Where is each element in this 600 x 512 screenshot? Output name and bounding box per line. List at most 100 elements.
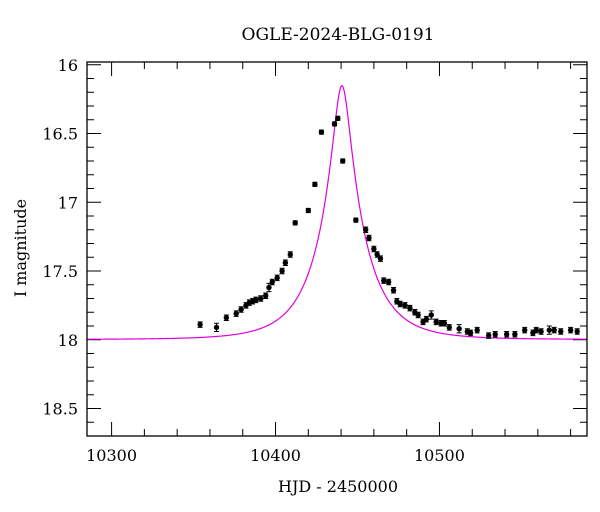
point-marker bbox=[371, 246, 377, 252]
point-marker bbox=[441, 320, 448, 326]
data-point bbox=[371, 245, 377, 253]
y-tick-label: 16 bbox=[58, 56, 78, 75]
point-marker bbox=[522, 327, 528, 333]
data-point bbox=[385, 278, 392, 286]
point-marker bbox=[269, 279, 275, 285]
plot-frame bbox=[86, 61, 588, 437]
data-point bbox=[223, 314, 230, 321]
point-marker bbox=[274, 275, 280, 281]
point-marker bbox=[467, 330, 474, 336]
point-marker bbox=[428, 312, 434, 318]
point-marker bbox=[253, 297, 259, 303]
data-point bbox=[522, 326, 528, 334]
point-marker bbox=[567, 327, 574, 333]
data-point bbox=[558, 328, 564, 335]
data-point bbox=[433, 318, 439, 326]
point-marker bbox=[533, 327, 539, 333]
data-point bbox=[292, 220, 298, 226]
data-point bbox=[269, 278, 275, 286]
point-marker bbox=[390, 287, 397, 293]
point-marker bbox=[279, 268, 285, 274]
point-marker bbox=[456, 326, 462, 332]
data-point bbox=[318, 129, 325, 135]
point-marker bbox=[423, 316, 430, 322]
point-marker bbox=[266, 284, 272, 291]
data-point bbox=[538, 328, 544, 335]
data-point bbox=[305, 207, 312, 214]
x-tick-label: 10500 bbox=[414, 446, 465, 465]
data-point bbox=[428, 310, 434, 320]
data-point bbox=[197, 321, 203, 328]
y-axis-label: I magnitude bbox=[11, 199, 30, 297]
data-point bbox=[274, 274, 280, 282]
point-marker bbox=[402, 302, 408, 309]
point-marker bbox=[292, 220, 298, 226]
point-marker bbox=[492, 331, 498, 337]
data-point bbox=[467, 329, 474, 337]
data-point bbox=[287, 251, 293, 258]
point-marker bbox=[262, 293, 269, 299]
point-marker bbox=[407, 305, 413, 311]
data-point bbox=[456, 324, 462, 334]
data-point bbox=[415, 311, 421, 319]
point-marker bbox=[362, 227, 369, 233]
data-point bbox=[262, 292, 269, 299]
data-point bbox=[533, 326, 539, 334]
point-marker bbox=[433, 319, 439, 325]
point-marker bbox=[503, 331, 510, 337]
data-point bbox=[446, 324, 452, 331]
point-marker bbox=[551, 327, 557, 333]
data-point bbox=[238, 306, 244, 313]
y-tick-label: 18 bbox=[58, 331, 78, 350]
point-marker bbox=[331, 121, 338, 127]
y-tick-label: 16.5 bbox=[42, 125, 78, 144]
point-marker bbox=[377, 255, 384, 262]
point-marker bbox=[318, 129, 325, 135]
data-point bbox=[441, 320, 448, 327]
data-point bbox=[423, 315, 430, 323]
data-point bbox=[213, 322, 220, 332]
point-marker bbox=[446, 324, 452, 331]
x-axis-label: HJD - 2450000 bbox=[278, 477, 398, 496]
point-marker bbox=[213, 324, 220, 331]
data-point bbox=[331, 121, 338, 127]
point-marker bbox=[287, 251, 293, 258]
data-point bbox=[512, 331, 518, 338]
point-marker bbox=[238, 306, 244, 313]
chart-title: OGLE-2024-BLG-0191 bbox=[242, 25, 435, 45]
point-marker bbox=[223, 315, 230, 321]
data-point bbox=[340, 158, 346, 164]
point-marker bbox=[381, 277, 387, 284]
data-point bbox=[279, 267, 285, 275]
data-point bbox=[381, 277, 387, 284]
data-point bbox=[402, 302, 408, 309]
point-marker bbox=[233, 310, 239, 317]
data-points-layer bbox=[197, 115, 580, 339]
data-point bbox=[353, 217, 359, 223]
point-marker bbox=[558, 328, 564, 335]
data-point bbox=[377, 255, 384, 262]
data-point bbox=[492, 331, 498, 338]
point-marker bbox=[353, 217, 359, 223]
point-marker bbox=[340, 158, 346, 164]
data-point bbox=[390, 287, 397, 294]
point-marker bbox=[312, 181, 318, 188]
point-marker bbox=[574, 328, 580, 335]
data-point bbox=[312, 181, 318, 188]
data-point bbox=[335, 115, 341, 122]
point-marker bbox=[397, 301, 403, 307]
data-point bbox=[567, 326, 574, 334]
data-point bbox=[233, 310, 239, 317]
point-marker bbox=[335, 115, 341, 122]
data-point bbox=[551, 326, 557, 334]
y-tick-label: 18.5 bbox=[42, 400, 78, 419]
data-point bbox=[258, 295, 264, 302]
x-tick-label: 10400 bbox=[250, 446, 301, 465]
data-point bbox=[474, 326, 480, 334]
model-curve-layer bbox=[87, 84, 588, 340]
model-curve bbox=[87, 84, 588, 340]
point-marker bbox=[512, 331, 518, 337]
y-tick-label: 17 bbox=[58, 193, 78, 212]
point-marker bbox=[474, 327, 480, 333]
